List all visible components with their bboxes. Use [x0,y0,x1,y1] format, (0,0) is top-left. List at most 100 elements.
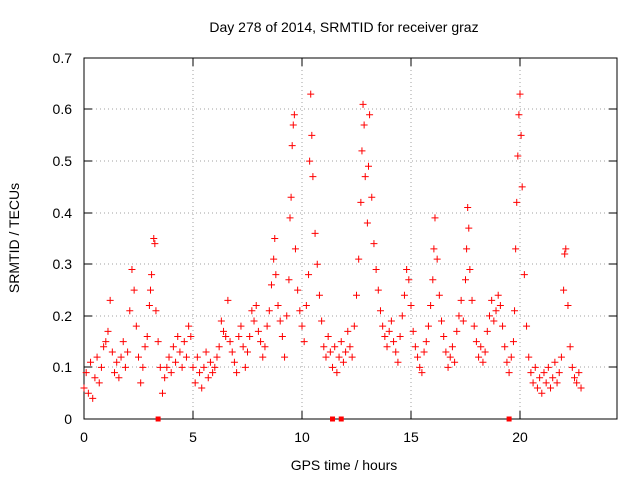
data-point [326,348,334,356]
data-point [213,353,221,361]
x-axis-label: GPS time / hours [291,457,398,473]
data-point [342,348,350,356]
data-point [91,374,99,382]
data-point [235,332,243,340]
data-point [477,343,485,351]
data-point [191,379,199,387]
data-point [515,111,523,119]
data-point [536,374,544,382]
data-point [400,291,408,299]
data-point [305,271,313,279]
data-point [309,173,317,181]
data-point [244,348,251,356]
data-point [465,224,473,232]
y-tick-label: 0.2 [53,308,73,324]
data-point [117,353,125,361]
data-point [398,312,406,320]
data-point [259,353,267,361]
data-point [222,332,230,340]
data-point [167,369,175,377]
x-tick-label: 0 [80,429,88,445]
data-point [557,353,565,361]
data-point [525,353,533,361]
data-point [368,193,376,201]
data-point [405,276,413,284]
data-point [271,235,279,242]
plot-frame [83,57,618,420]
data-point [185,322,193,330]
data-point [457,296,465,304]
data-point [531,363,539,371]
data-point [233,369,241,377]
y-tick-label: 0.5 [53,153,73,169]
data-point [108,348,116,356]
data-point [409,327,417,335]
data-point [102,338,110,346]
data-point [507,353,515,361]
data-point [501,343,509,351]
data-point [237,322,245,330]
data-point [246,332,254,340]
data-point [517,131,525,139]
data-point [357,198,365,206]
data-point [414,353,422,361]
data-point [296,307,304,315]
data-point [392,348,400,356]
data-point [496,302,504,310]
data-point [80,384,88,392]
data-point [435,291,443,299]
data-point [455,312,463,320]
data-point [485,312,493,320]
data-point [420,348,428,356]
data-point [360,121,368,129]
data-point [150,235,158,242]
data-point [505,369,513,377]
data-point [481,348,489,356]
data-point [95,379,103,387]
data-point [137,379,145,387]
data-point [403,265,411,273]
data-point [139,363,147,371]
baseline-marker [506,416,512,422]
data-point [372,265,380,273]
data-point [376,307,384,315]
data-point [542,379,550,387]
data-point [174,332,182,340]
data-point [451,358,459,366]
data-point [396,332,404,340]
data-point [161,374,169,382]
data-point [549,374,557,382]
data-point [418,369,426,377]
data-point [462,276,469,284]
data-point [424,322,432,330]
data-point [431,214,439,222]
data-point [466,265,474,273]
data-point [446,353,454,361]
data-point [265,307,273,315]
data-point [315,291,323,299]
data-point [206,358,214,366]
data-point [374,286,382,294]
y-tick-label: 0.1 [53,359,73,375]
data-point [132,322,140,330]
data-point [276,317,284,325]
data-point [307,90,315,98]
data-point [267,281,275,289]
data-point [518,183,526,191]
data-point [490,317,498,325]
chart-title: Day 278 of 2014, SRMTID for receiver gra… [209,19,478,35]
gridlines [84,58,617,419]
data-point [209,369,217,377]
data-point [442,348,450,356]
data-point [84,389,92,397]
data-point [529,379,537,387]
data-point [475,353,483,361]
data-point [241,363,249,371]
data-point [513,198,521,206]
data-point [337,338,345,346]
data-point [320,343,328,351]
data-point [577,384,585,392]
data-point [346,343,354,351]
data-point [370,240,378,248]
